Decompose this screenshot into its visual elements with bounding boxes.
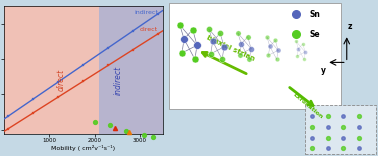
Text: direct: direct bbox=[56, 69, 65, 92]
Text: biaxial strian: biaxial strian bbox=[206, 35, 256, 62]
FancyBboxPatch shape bbox=[305, 105, 376, 154]
Polygon shape bbox=[4, 6, 99, 134]
FancyBboxPatch shape bbox=[169, 3, 341, 109]
Text: indirect: indirect bbox=[113, 66, 122, 95]
Text: Sn: Sn bbox=[309, 10, 320, 19]
Text: Se: Se bbox=[309, 30, 320, 39]
Text: y: y bbox=[321, 66, 326, 75]
Text: Exfoliation: Exfoliation bbox=[292, 92, 324, 120]
Text: direct: direct bbox=[139, 27, 158, 32]
Polygon shape bbox=[99, 6, 163, 134]
X-axis label: Mobility ( cm²v⁻¹s⁻¹): Mobility ( cm²v⁻¹s⁻¹) bbox=[51, 145, 115, 151]
Text: indirect: indirect bbox=[134, 10, 158, 15]
Text: z: z bbox=[348, 22, 352, 31]
